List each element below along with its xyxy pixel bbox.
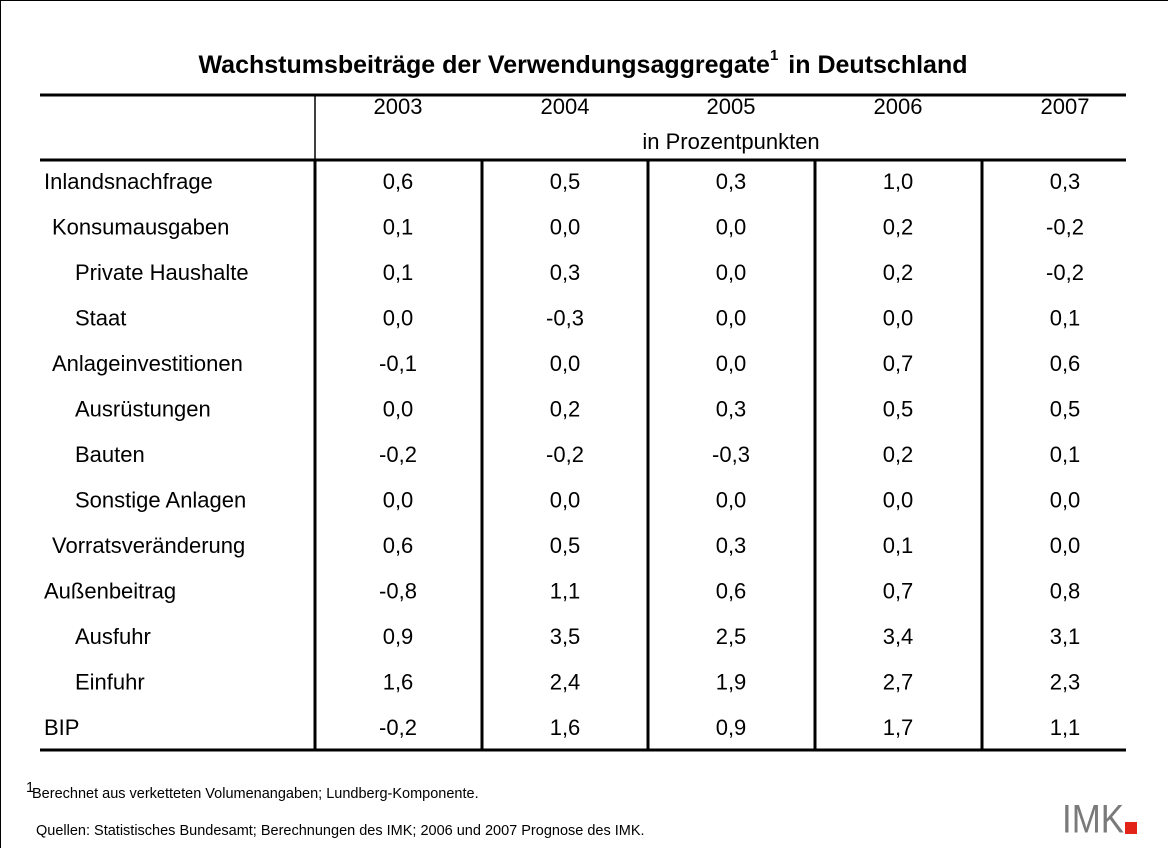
cell-value: -0,3	[546, 305, 584, 330]
cell-value: 0,1	[1050, 442, 1081, 467]
cell-value: 1,9	[716, 669, 747, 694]
title-text: Wachstumsbeiträge der Verwendungsaggrega…	[199, 51, 771, 79]
cell-value: -0,2	[1046, 260, 1084, 285]
row-label: Staat	[75, 305, 126, 330]
cell-value: 0,2	[883, 214, 914, 239]
cell-value: 0,0	[550, 487, 581, 512]
cell-value: 0,0	[716, 351, 747, 376]
row-label: Anlageinvestitionen	[52, 351, 243, 376]
cell-value: -0,3	[712, 442, 750, 467]
cell-value: -0,8	[379, 578, 417, 603]
cell-value: -0,1	[379, 351, 417, 376]
cell-value: 2,7	[883, 669, 914, 694]
row-label: BIP	[44, 715, 79, 740]
column-header: 2005	[707, 94, 756, 119]
cell-value: 0,0	[716, 487, 747, 512]
cell-value: 0,0	[1050, 533, 1081, 558]
cell-value: 0,0	[550, 351, 581, 376]
row-label: Inlandsnachfrage	[44, 169, 213, 194]
cell-value: 0,3	[716, 396, 747, 421]
title-suffix: in Deutschland	[788, 51, 967, 79]
logo-mark	[1125, 822, 1137, 834]
cell-value: 0,0	[383, 487, 414, 512]
cell-value: 0,2	[883, 260, 914, 285]
column-header: 2003	[374, 94, 423, 119]
row-label: Einfuhr	[75, 669, 145, 694]
cell-value: 0,9	[716, 715, 747, 740]
cell-value: 1,0	[883, 169, 914, 194]
cell-value: 0,5	[1050, 396, 1081, 421]
cell-value: 0,0	[716, 214, 747, 239]
cell-value: 1,7	[883, 715, 914, 740]
cell-value: 0,0	[716, 305, 747, 330]
cell-value: 0,1	[383, 260, 414, 285]
row-label: Ausfuhr	[75, 624, 151, 649]
cell-value: 0,6	[1050, 351, 1081, 376]
cell-value: 1,1	[1050, 715, 1081, 740]
cell-value: 0,0	[383, 396, 414, 421]
table-title: Wachstumsbeiträge der Verwendungsaggrega…	[199, 47, 968, 79]
cell-value: -0,2	[379, 715, 417, 740]
cell-value: 0,3	[550, 260, 581, 285]
logo: IMK	[1062, 798, 1124, 842]
cell-value: 0,3	[716, 533, 747, 558]
cell-value: 1,1	[550, 578, 581, 603]
row-label: Vorratsveränderung	[52, 533, 245, 558]
title-sup: 1	[770, 47, 778, 64]
row-label: Außenbeitrag	[44, 578, 176, 603]
cell-value: 0,7	[883, 351, 914, 376]
column-header: 2007	[1041, 94, 1090, 119]
cell-value: 0,5	[550, 169, 581, 194]
cell-value: 0,2	[883, 442, 914, 467]
cell-value: 0,6	[716, 578, 747, 603]
row-label: Sonstige Anlagen	[75, 487, 246, 512]
cell-value: 0,0	[550, 214, 581, 239]
cell-value: 2,3	[1050, 669, 1081, 694]
cell-value: 0,1	[383, 214, 414, 239]
cell-value: 0,3	[716, 169, 747, 194]
cell-value: 0,9	[383, 624, 414, 649]
unit-label: in Prozentpunkten	[642, 129, 819, 154]
cell-value: 0,5	[883, 396, 914, 421]
row-label: Ausrüstungen	[75, 396, 211, 421]
cell-value: 0,0	[883, 487, 914, 512]
cell-value: -0,2	[379, 442, 417, 467]
cell-value: 1,6	[550, 715, 581, 740]
cell-value: 1,6	[383, 669, 414, 694]
cell-value: -0,2	[546, 442, 584, 467]
cell-value: 0,3	[1050, 169, 1081, 194]
cell-value: 3,5	[550, 624, 581, 649]
cell-value: 2,5	[716, 624, 747, 649]
row-label: Bauten	[75, 442, 145, 467]
cell-value: 0,0	[716, 260, 747, 285]
cell-value: 0,0	[383, 305, 414, 330]
row-label: Konsumausgaben	[52, 214, 229, 239]
cell-value: 0,7	[883, 578, 914, 603]
cell-value: 0,5	[550, 533, 581, 558]
cell-value: 0,1	[883, 533, 914, 558]
cell-value: -0,2	[1046, 214, 1084, 239]
cell-value: 0,0	[883, 305, 914, 330]
source: Quellen: Statistisches Bundesamt; Berech…	[36, 823, 645, 839]
cell-value: 0,1	[1050, 305, 1081, 330]
column-header: 2006	[874, 94, 923, 119]
column-header: 2004	[541, 94, 590, 119]
cell-value: 2,4	[550, 669, 581, 694]
cell-value: 3,1	[1050, 624, 1081, 649]
cell-value: 0,6	[383, 169, 414, 194]
cell-value: 0,2	[550, 396, 581, 421]
cell-value: 0,8	[1050, 578, 1081, 603]
row-label: Private Haushalte	[75, 260, 249, 285]
cell-value: 3,4	[883, 624, 914, 649]
cell-value: 0,6	[383, 533, 414, 558]
footnote: Berechnet aus verketteten Volumenangaben…	[32, 786, 479, 802]
cell-value: 0,0	[1050, 487, 1081, 512]
